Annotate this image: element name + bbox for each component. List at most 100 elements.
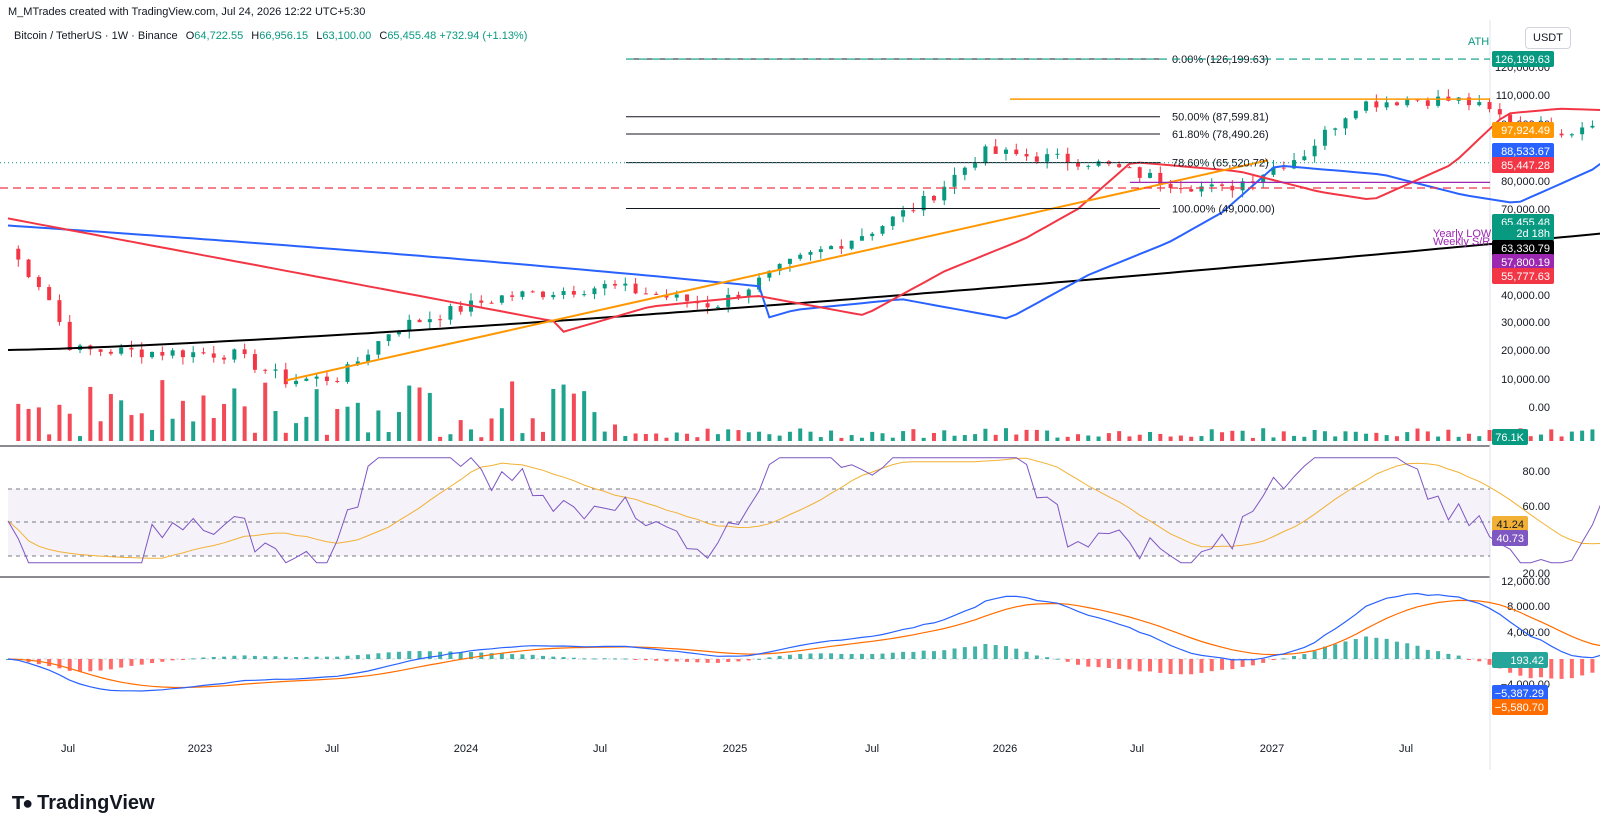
volume-bar <box>777 435 782 441</box>
candle-body <box>499 295 504 303</box>
macd-histogram-bar <box>1045 657 1050 659</box>
volume-bar <box>654 433 659 441</box>
volume-bar <box>1003 428 1008 441</box>
currency-selector[interactable]: USDT <box>1525 27 1571 49</box>
macd-histogram-bar <box>67 659 72 671</box>
macd-histogram-bar <box>1117 659 1122 669</box>
volume-bar <box>1343 431 1348 441</box>
candle-body <box>479 300 484 303</box>
volume-bar <box>252 432 257 441</box>
candle-body <box>242 349 247 355</box>
volume-bar <box>1230 430 1235 441</box>
rsi-ma-tag-bg <box>1492 516 1528 532</box>
macd-histogram-bar <box>1076 659 1080 665</box>
volume-bar <box>746 432 751 441</box>
macd-histogram-bar <box>57 659 62 669</box>
macd-histogram-bar <box>962 647 967 659</box>
candle-body <box>798 254 803 259</box>
volume-bar <box>520 433 525 441</box>
candle-body <box>119 347 124 354</box>
macd-line-tag-bg <box>1492 685 1548 701</box>
volume-bar <box>942 430 947 441</box>
macd-histogram-bar <box>448 651 453 659</box>
volume-bar <box>448 434 453 441</box>
volume-bar <box>808 431 813 441</box>
candle-body <box>304 378 309 381</box>
candle-body <box>1487 102 1492 110</box>
macd-histogram-bar <box>582 658 587 660</box>
candle-body <box>510 295 515 297</box>
volume-bar <box>150 429 155 441</box>
macd-histogram-bar <box>294 657 299 659</box>
symbol-legend: Bitcoin / TetherUS · 1W · Binance O64,72… <box>14 30 527 42</box>
volume-bar <box>1446 429 1451 441</box>
volume-bar <box>1137 434 1142 441</box>
macd-histogram-bar <box>685 659 690 662</box>
macd-histogram-bar <box>1436 651 1441 659</box>
candle-body <box>1281 167 1286 169</box>
macd-histogram-bar <box>993 645 998 659</box>
yearly-low-label: Yearly LOW <box>1433 228 1492 240</box>
macd-histogram-bar <box>1209 659 1214 672</box>
close-label: C <box>379 30 388 42</box>
macd-histogram-bar <box>1158 659 1163 673</box>
macd-histogram-bar <box>160 659 165 662</box>
macd-signal-tag: −5,580.70 <box>1495 702 1544 714</box>
volume-bar <box>407 385 412 441</box>
candle-body <box>993 146 998 154</box>
candle-body <box>36 277 41 288</box>
macd-histogram-bar <box>1590 659 1595 673</box>
volume-bar <box>283 432 288 441</box>
volume-bar <box>1374 432 1379 441</box>
volume-bar <box>1168 436 1173 441</box>
symbol-title: Bitcoin / TetherUS · 1W · Binance <box>14 30 178 42</box>
volume-bar <box>57 404 62 441</box>
macd-histogram-bar <box>859 653 864 659</box>
candle-body <box>1590 125 1595 128</box>
x-tick-label: Jul <box>1130 743 1144 755</box>
candle-body <box>726 294 731 307</box>
macd-histogram-bar <box>427 651 432 659</box>
candle-body <box>1034 156 1039 162</box>
volume-bar <box>314 389 319 441</box>
macd-histogram-bar <box>921 650 926 659</box>
x-tick-label: Jul <box>325 743 339 755</box>
volume-bar <box>211 417 216 441</box>
volume-bar <box>1045 430 1050 441</box>
change-value: +732.94 (+1.13%) <box>439 30 528 42</box>
volume-tag-bg <box>1492 429 1528 445</box>
x-tick-label: 2027 <box>1260 743 1284 755</box>
candle-body <box>849 240 854 249</box>
x-tick-label: Jul <box>61 743 75 755</box>
volume-bar <box>633 433 638 441</box>
fib-level-label: 50.00% (87,599.81) <box>1172 112 1269 124</box>
macd-histogram-bar <box>345 655 350 659</box>
macd-histogram-bar <box>1003 646 1008 659</box>
candle-body <box>180 350 185 358</box>
macd-histogram-bar <box>530 654 535 659</box>
macd-histogram-bar <box>242 655 247 659</box>
candle-body <box>1569 134 1574 136</box>
price-tag-bg <box>1492 143 1554 159</box>
macd-histogram-bar <box>366 654 371 659</box>
price-tag: 2d 18h <box>1516 228 1550 240</box>
candle-body <box>757 277 762 290</box>
macd-histogram-bar <box>1106 659 1111 668</box>
fib-level-label: 0.00% (126,199.63) <box>1172 54 1269 66</box>
candle-body <box>571 291 576 295</box>
chart-attribution: M_MTrades created with TradingView.com, … <box>8 6 366 18</box>
macd-histogram-bar <box>541 655 545 659</box>
macd-histogram-bar <box>1148 659 1153 672</box>
macd-histogram-bar <box>849 653 854 659</box>
x-tick-label: 2026 <box>993 743 1017 755</box>
price-tag-bg <box>1492 225 1554 241</box>
tradingview-logo: 𝗧● TradingView <box>12 792 155 815</box>
volume-bar <box>839 437 844 441</box>
volume-bar <box>26 408 31 441</box>
price-tag: 85,447.28 <box>1501 160 1550 172</box>
volume-bar <box>1549 429 1554 441</box>
candle-body <box>283 369 288 385</box>
volume-bar <box>335 409 340 441</box>
candle-body <box>1158 172 1163 184</box>
